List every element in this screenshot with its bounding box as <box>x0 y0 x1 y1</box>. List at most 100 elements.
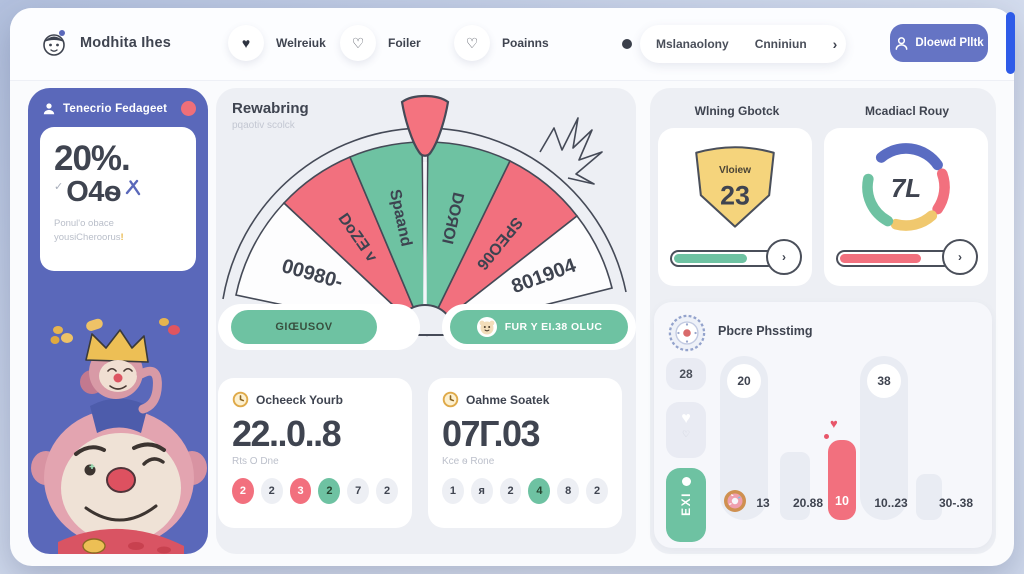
clock-icon <box>442 391 459 408</box>
stat-value: 22..0..8 <box>232 413 342 454</box>
chip: 2 <box>499 478 522 504</box>
stat-card-game: Oahme Soatek 07Г.03 Kce ѳ Rone 1 я 2 4 8… <box>428 378 622 528</box>
score-chart-panel: Pbcre Phsstimg 28 ♥ ♡ EXI 20 38 10 ♥ <box>654 302 992 548</box>
spin-button-container: GIŒUSOV <box>218 304 420 350</box>
sidebar-header: Tenecrio Fedageet <box>28 88 208 125</box>
spark-doodle-icon <box>539 117 603 185</box>
chevron-right-icon[interactable]: › <box>832 36 838 52</box>
chart-category-label: 13 <box>756 496 770 510</box>
promo-headline-2: О4ѳ <box>66 176 122 208</box>
chip: 2 <box>586 478 608 504</box>
exit-button[interactable]: EXI <box>666 468 706 542</box>
rail-count-badge: 28 <box>666 358 706 390</box>
section-title: Rewabring <box>232 100 309 117</box>
chart-title: Pbcre Phsstimg <box>718 324 813 338</box>
column-badge: 38 <box>867 364 901 398</box>
notification-dot-icon <box>622 39 632 49</box>
top-nav: Modhita Ihes ♥ Welreiuk ♡ Foiler ♡ Poain… <box>10 8 1014 81</box>
clock-icon <box>232 391 249 408</box>
nav-item-welreiuk[interactable]: ♥ Welreiuk <box>228 25 326 61</box>
chip: 2 <box>376 478 398 504</box>
winning-card-title: Wlning Gbotck <box>694 104 780 118</box>
chip: 4 <box>528 478 551 504</box>
mascot-face-icon <box>476 317 497 337</box>
dot-doodle-icon <box>824 434 829 439</box>
stat-card-check: Ocheeck Yourb 22..0..8 Rts O Dne 2 2 3 2… <box>218 378 412 528</box>
chip: 2 <box>318 478 341 504</box>
donut-chart: 7L <box>862 143 950 231</box>
heart-outline-icon: ♡ <box>340 25 376 61</box>
download-button[interactable]: Dloewd Plltk <box>890 24 988 62</box>
promo-headline: 20%. <box>54 139 131 178</box>
claim-button-container: FUR Y EI.38 OLUC <box>442 304 636 350</box>
wheel-segment-white-1 <box>235 201 428 337</box>
status-dot-icon <box>181 101 196 116</box>
chart-category-label: 20.88 <box>792 496 824 510</box>
heart-outline-icon: ♡ <box>454 25 490 61</box>
heart-doodle-icon: ♥ <box>830 416 838 431</box>
selector-right-label: Cnniniun <box>754 37 807 51</box>
category-selector[interactable]: Mslanaolony Cnniniun › <box>640 25 846 63</box>
person-icon <box>895 36 908 50</box>
chart-category-label: 10..23 <box>874 496 908 510</box>
medal-card-title: Mcadiacl Rouy <box>864 104 950 118</box>
promo-caption: Ponul'o obace yousiCheroorus! <box>54 218 124 244</box>
stat-caption: Kce ѳ Rone <box>442 456 495 467</box>
badge-shield-icon: Vloiew 23 <box>695 146 775 228</box>
donut-center-value: 7L <box>891 173 921 203</box>
wheel-pointer-icon <box>400 94 450 157</box>
right-section: Wlning Gbotck Mcadiacl Rouy Vloiew 23 › … <box>650 88 996 554</box>
stat-caption: Rts O Dne <box>232 456 279 467</box>
winning-progress: › <box>670 239 802 275</box>
badge-value: 23 <box>720 180 750 210</box>
selector-left-label: Mslanaolony <box>656 37 729 51</box>
chip: 1 <box>442 478 464 504</box>
chip: я <box>470 478 493 504</box>
chip: 2 <box>260 478 283 504</box>
spin-button[interactable]: GIŒUSOV <box>231 310 377 344</box>
exclaim-mark: ! <box>120 232 124 244</box>
person-icon <box>43 102 55 114</box>
rewards-section: Rewabring pqaotiv scolck 00980- DoZƎ v S… <box>216 88 636 554</box>
nav-item-poainns[interactable]: ♡ Poainns <box>454 25 549 61</box>
small-heart-outline-icon: ♡ <box>681 429 691 439</box>
check-icon: ✓ <box>54 181 64 193</box>
heart-filled-icon: ♥ <box>228 25 264 61</box>
mascot-illustration <box>31 318 207 554</box>
chart-category-label: 30-.38 <box>938 496 974 510</box>
number-chips: 1 я 2 4 8 2 <box>442 478 608 504</box>
progress-next-button[interactable]: › <box>766 239 802 275</box>
medal-progress: › <box>836 239 978 275</box>
rail-heart-tile[interactable]: ♥ ♡ <box>666 402 706 458</box>
badge-label: Vloiew <box>719 165 751 176</box>
number-chips: 2 2 3 2 7 2 <box>232 478 398 504</box>
chart-column: 38 <box>860 356 908 520</box>
claim-button[interactable]: FUR Y EI.38 OLUC <box>450 310 628 344</box>
medal-card: 7L › <box>824 128 988 286</box>
column-badge: 20 <box>727 364 761 398</box>
chip: 8 <box>557 478 580 504</box>
scrollbar-thumb[interactable] <box>1006 12 1015 74</box>
section-subtitle: pqaotiv scolck <box>232 120 295 131</box>
chart-bar-highlighted: 10 <box>828 440 856 520</box>
prize-wheel: 00980- DoZƎ v Spaand DOЯOI SPEO06 801904 <box>222 94 627 337</box>
chip: 2 <box>232 478 254 504</box>
chart-bar <box>780 452 810 520</box>
chip: 7 <box>347 478 370 504</box>
donut-icon <box>724 490 746 512</box>
purple-squiggle-icon <box>125 179 141 196</box>
progress-next-button[interactable]: › <box>942 239 978 275</box>
brand-name: Modhita Ihes <box>80 35 172 51</box>
heart-icon: ♥ <box>681 410 691 427</box>
sidebar-title: Tenecrio Fedageet <box>63 102 168 115</box>
coin-icon <box>668 314 706 352</box>
mascot-logo-icon <box>43 30 65 56</box>
app-panel: Modhita Ihes ♥ Welreiuk ♡ Foiler ♡ Poain… <box>10 8 1014 566</box>
winning-card: Vloiew 23 › <box>658 128 812 286</box>
chart-bar <box>916 474 942 520</box>
brand: Modhita Ihes <box>38 27 171 59</box>
dot-icon <box>681 477 691 486</box>
sidebar: Tenecrio Fedageet 20%. ✓ О4ѳ Ponul'o oba… <box>28 88 208 554</box>
nav-item-foiler[interactable]: ♡ Foiler <box>340 25 421 61</box>
stat-value: 07Г.03 <box>442 413 541 454</box>
